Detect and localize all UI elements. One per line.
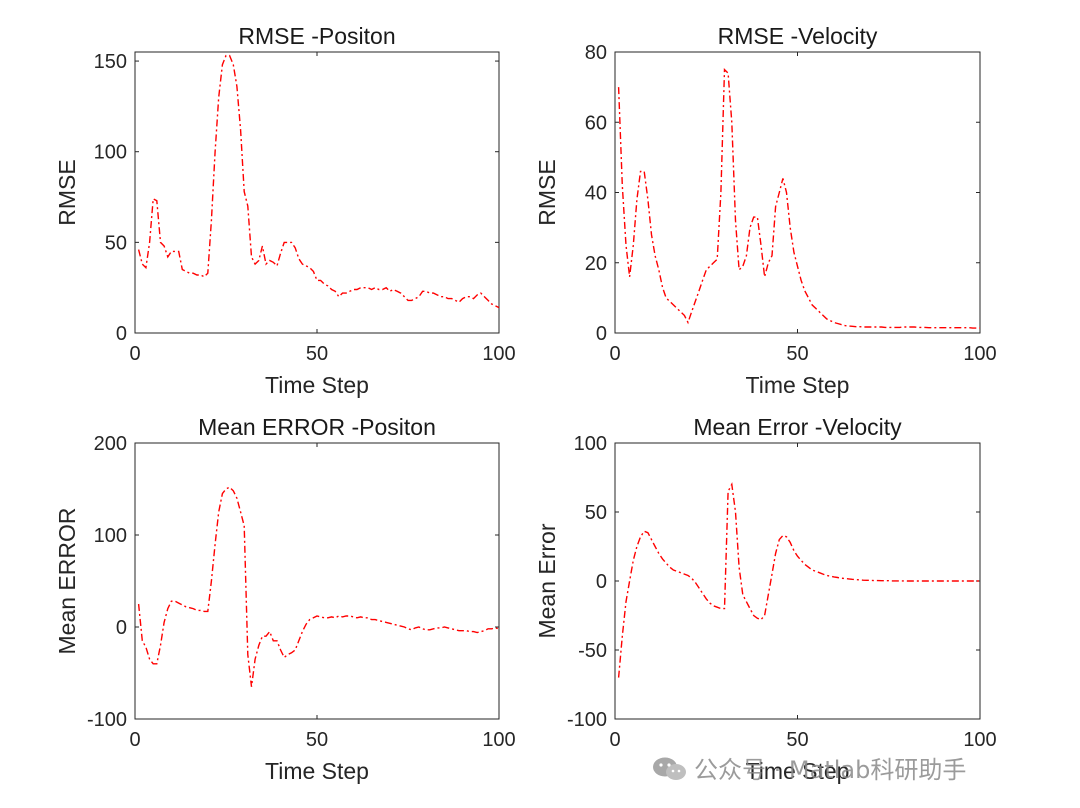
y-tick-label: -100 bbox=[567, 709, 607, 731]
x-tick-label: 100 bbox=[963, 729, 996, 751]
axes-box bbox=[614, 51, 981, 334]
y-tick-label: 100 bbox=[574, 433, 607, 455]
x-axis-label: Time Step bbox=[746, 372, 850, 398]
y-tick-label: 0 bbox=[596, 323, 607, 345]
y-tick-label: 40 bbox=[585, 183, 607, 205]
series-line bbox=[137, 54, 500, 309]
x-tick-label: 0 bbox=[129, 729, 140, 751]
x-axis-label: Time Step bbox=[265, 372, 369, 398]
y-tick-label: 100 bbox=[94, 142, 127, 164]
x-tick-label: 0 bbox=[609, 729, 620, 751]
y-tick-label: 50 bbox=[585, 502, 607, 524]
y-tick-label: 0 bbox=[116, 323, 127, 345]
y-tick-label: 60 bbox=[585, 112, 607, 134]
x-tick-label: 0 bbox=[129, 343, 140, 365]
x-tick-label: 50 bbox=[786, 729, 808, 751]
x-tick-label: 100 bbox=[482, 343, 515, 365]
x-tick-label: 0 bbox=[609, 343, 620, 365]
y-tick-label: -50 bbox=[578, 640, 607, 662]
subplot-1: 0 50 100 0 50 100 150 RMSE -Positon Time Step RMS… bbox=[54, 23, 516, 398]
axes-box bbox=[134, 442, 500, 720]
axes-box bbox=[134, 51, 500, 334]
x-axis-label: Time Step bbox=[746, 758, 850, 784]
y-tick-label: 150 bbox=[94, 51, 127, 73]
x-tick-label: 100 bbox=[963, 343, 996, 365]
y-tick-label: 0 bbox=[116, 617, 127, 639]
y-tick-label: 20 bbox=[585, 253, 607, 275]
chart-title: RMSE -Positon bbox=[238, 23, 395, 49]
y-tick-label: 50 bbox=[105, 232, 127, 254]
chart-title: RMSE -Velocity bbox=[718, 23, 878, 49]
y-axis-label: Mean Error bbox=[534, 523, 560, 638]
series-line bbox=[617, 67, 980, 329]
watermark-text: 公众号 · Matlab科研助手 bbox=[694, 756, 967, 784]
x-tick-label: 50 bbox=[306, 343, 328, 365]
x-axis-label: Time Step bbox=[265, 758, 369, 784]
watermark: 公众号 · Matlab科研助手 bbox=[652, 750, 966, 785]
subplot-4: 0 50 100 -100 -50 0 50 100 Mean Error -Velocity T… bbox=[534, 414, 997, 784]
chart-title: Mean ERROR -Positon bbox=[198, 414, 436, 440]
y-tick-label: 0 bbox=[596, 571, 607, 593]
y-tick-label: 100 bbox=[94, 525, 127, 547]
series-line bbox=[617, 482, 980, 678]
series-line bbox=[137, 486, 500, 687]
y-tick-label: 200 bbox=[94, 433, 127, 455]
x-tick-label: 50 bbox=[786, 343, 808, 365]
y-tick-label: 80 bbox=[585, 42, 607, 64]
wechat-icon bbox=[652, 756, 688, 782]
y-tick-label: -100 bbox=[87, 709, 127, 731]
y-axis-label: Mean ERROR bbox=[54, 508, 80, 655]
subplot-2: 0 50 100 0 20 40 60 80 RMSE -Velocity Time Step RM… bbox=[534, 23, 997, 398]
x-tick-label: 100 bbox=[482, 729, 515, 751]
x-tick-label: 50 bbox=[306, 729, 328, 751]
y-axis-label: RMSE bbox=[54, 159, 80, 225]
chart-title: Mean Error -Velocity bbox=[693, 414, 902, 440]
y-axis-label: RMSE bbox=[534, 159, 560, 225]
